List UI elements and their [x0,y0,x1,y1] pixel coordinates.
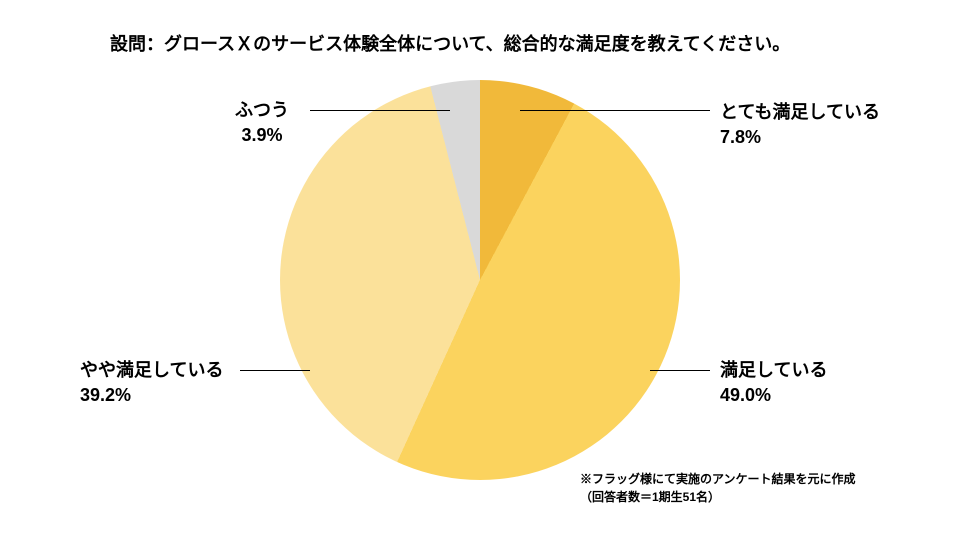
label-pct: 7.8% [720,125,880,150]
footnote-line1: ※フラッグ様にて実施のアンケート結果を元に作成 [580,470,856,488]
label-text: とても満足している [720,102,880,122]
leader-line [240,370,310,371]
label-text: やや満足している [80,360,223,380]
pie-label-very-satisfied: とても満足している 7.8% [720,100,880,150]
label-text: 満足している [720,360,827,380]
pie-label-somewhat-satisfied: やや満足している 39.2% [80,358,223,408]
label-pct: 49.0% [720,383,827,408]
leader-line [310,110,450,111]
leader-line [520,110,710,111]
footnote-line2: （回答者数＝1期生51名） [580,488,856,506]
label-text: ふつう [235,100,289,120]
satisfaction-pie-chart [280,80,680,480]
label-pct: 3.9% [235,123,289,148]
pie-label-neutral: ふつう 3.9% [235,98,289,148]
label-pct: 39.2% [80,383,223,408]
chart-footnote: ※フラッグ様にて実施のアンケート結果を元に作成 （回答者数＝1期生51名） [580,470,856,506]
question-title: 設問：グロースＸのサービス体験全体について、総合的な満足度を教えてください。 [110,30,790,56]
leader-line [650,370,710,371]
pie-label-satisfied: 満足している 49.0% [720,358,827,408]
